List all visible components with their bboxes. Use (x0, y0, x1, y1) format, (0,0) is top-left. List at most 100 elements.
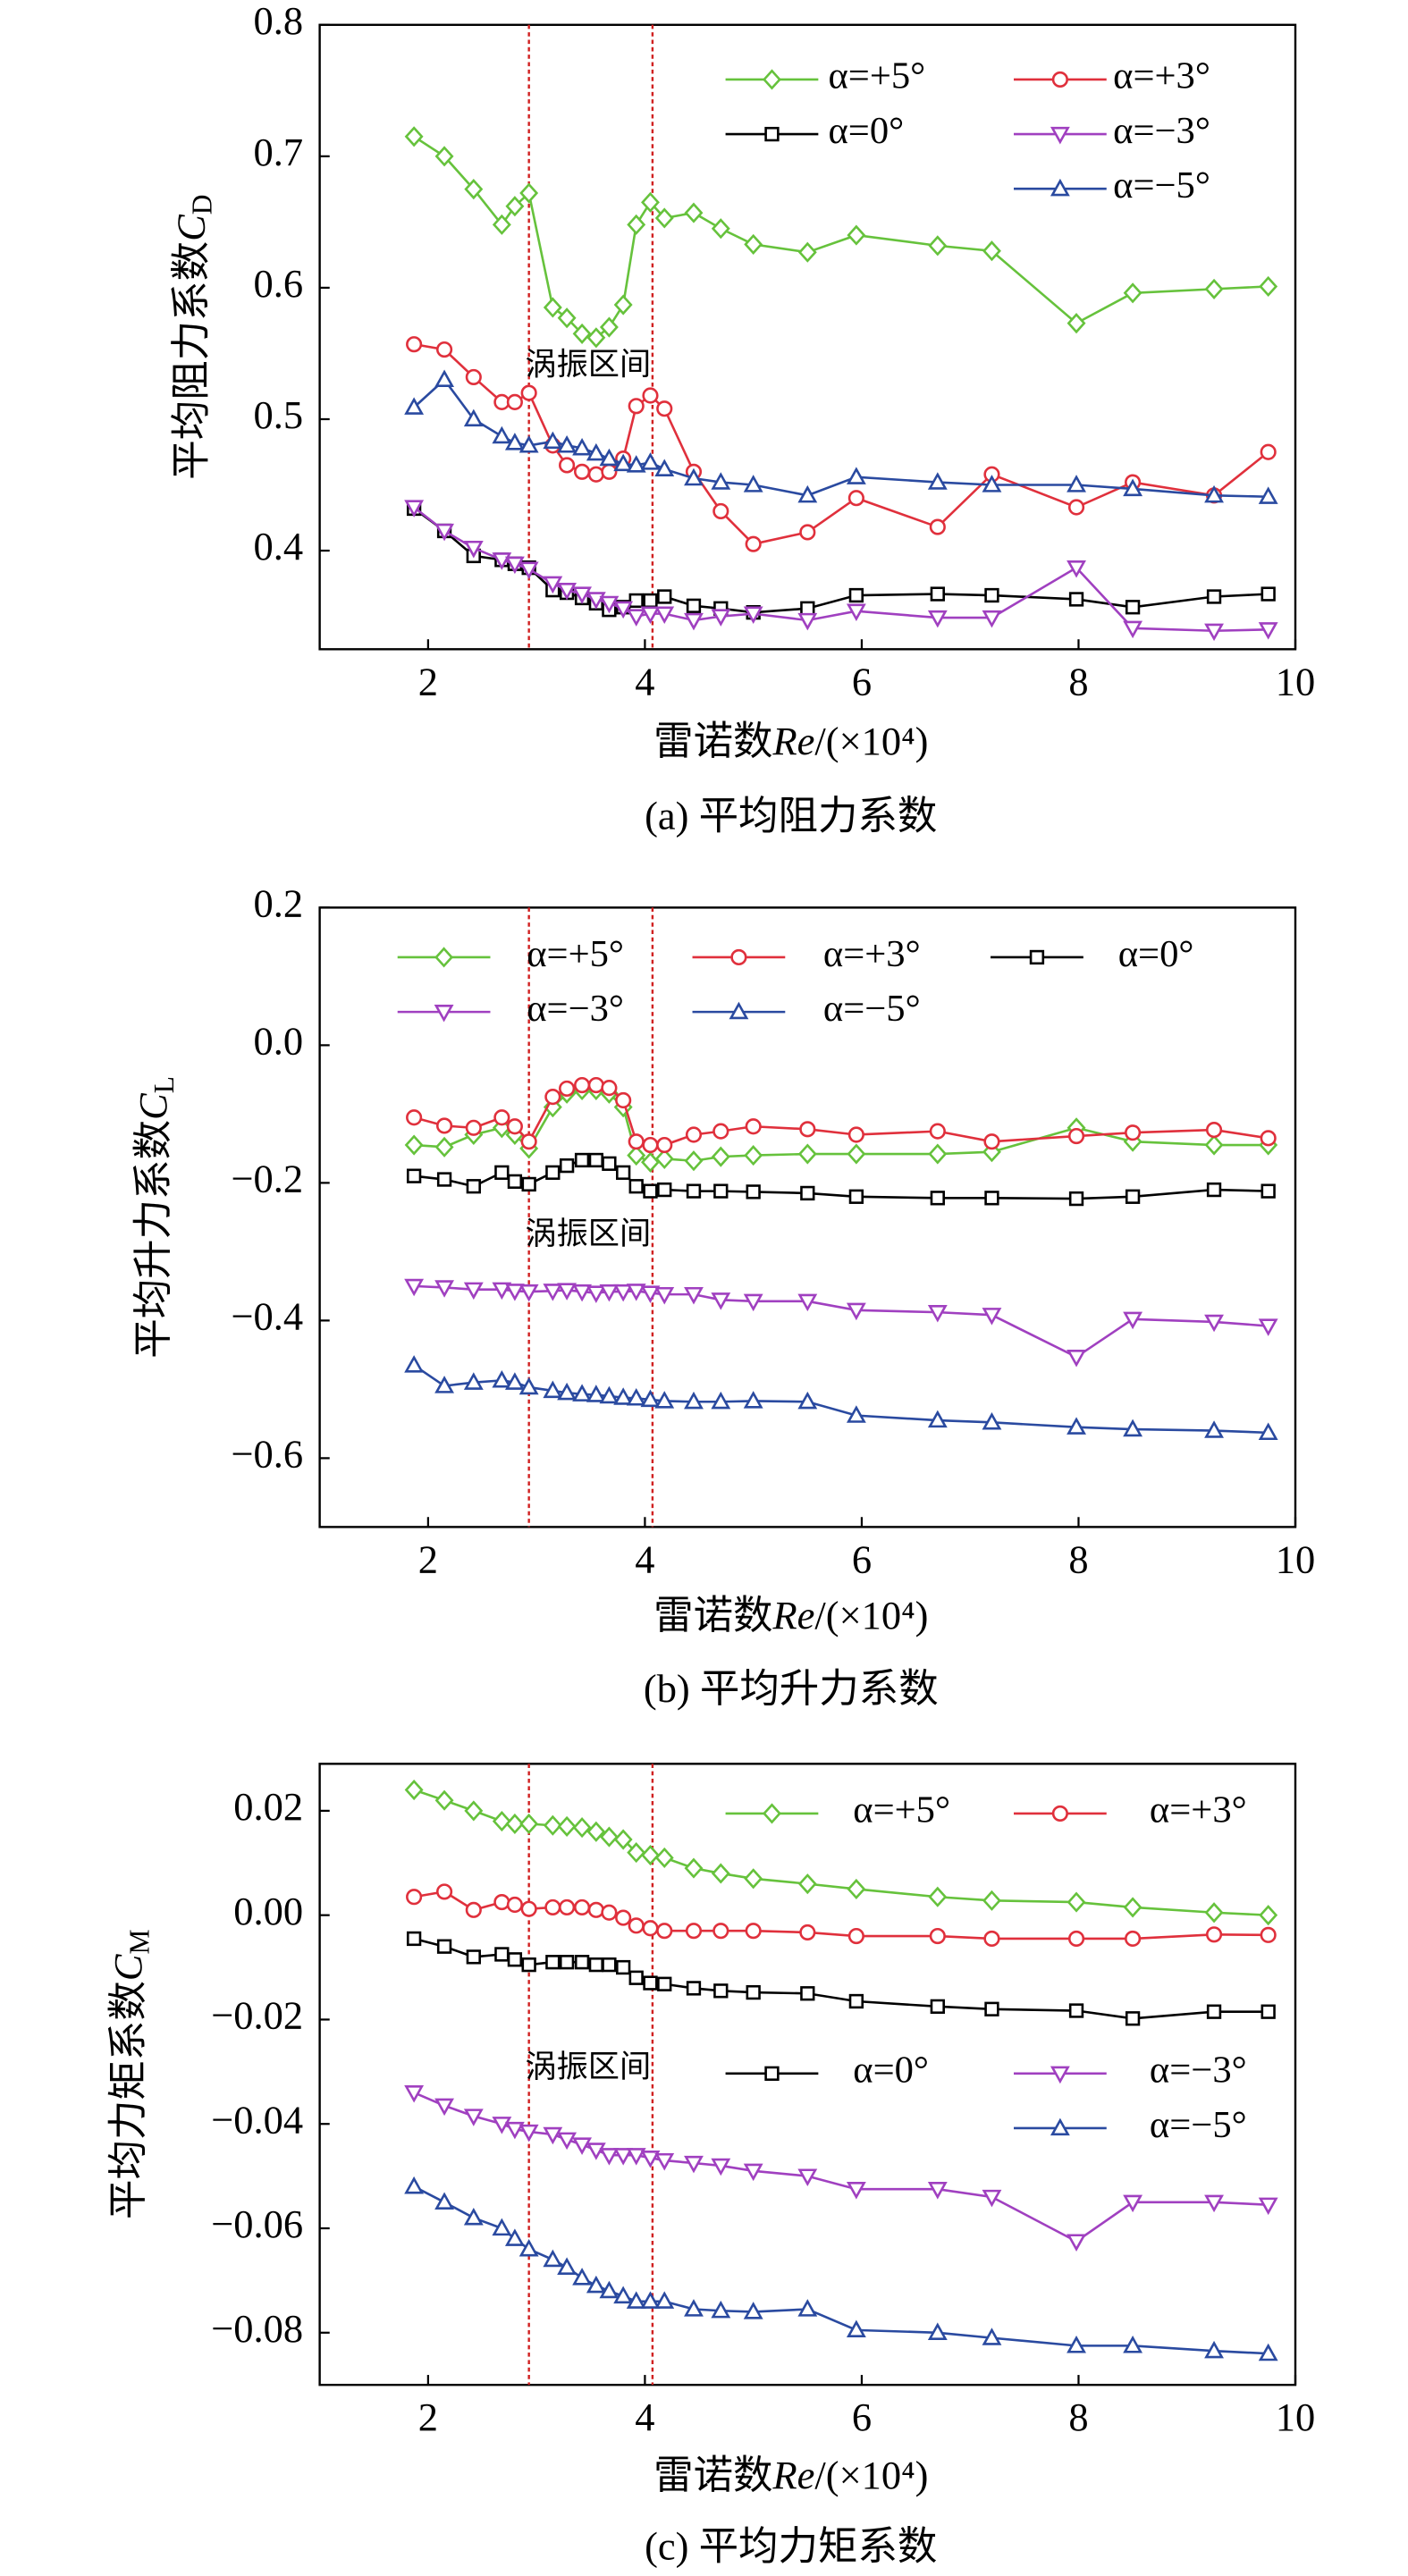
marker (494, 1947, 510, 1962)
marker (519, 2238, 539, 2257)
marker (557, 2257, 578, 2275)
marker (684, 1391, 704, 1410)
x-label-symbol: Re (772, 2453, 815, 2497)
marker (559, 457, 576, 474)
y-label-symbol: C (169, 214, 214, 241)
x-axis-label: 雷诺数Re/(×10⁴) (653, 1593, 928, 1637)
marker (1260, 1130, 1277, 1147)
marker (654, 2291, 675, 2309)
caption: (a) 平均阻力系数 (645, 793, 937, 838)
marker (1260, 2004, 1276, 2019)
marker (406, 1931, 422, 1947)
marker (626, 1284, 646, 1301)
marker (613, 2148, 634, 2166)
marker (506, 1118, 523, 1135)
marker (1123, 1418, 1143, 1437)
marker (797, 1873, 817, 1895)
marker (463, 540, 484, 559)
marker (764, 2066, 780, 2081)
marker (545, 1165, 561, 1180)
marker (519, 1813, 539, 1835)
marker (613, 2286, 634, 2304)
x-tick-label: 4 (635, 2395, 654, 2439)
marker (599, 2280, 620, 2299)
x-axis-label: 雷诺数Re/(×10⁴) (653, 719, 928, 763)
legend-label: α=−3° (527, 988, 624, 1030)
marker (434, 2192, 454, 2210)
marker (982, 1890, 1001, 1911)
marker (711, 2158, 731, 2176)
marker (928, 1886, 948, 1907)
marker (929, 1123, 946, 1140)
marker (654, 1847, 674, 1869)
marker (797, 2168, 818, 2186)
marker (799, 1924, 816, 1941)
marker (846, 1302, 866, 1321)
marker (927, 1410, 948, 1428)
marker (764, 126, 780, 142)
marker (847, 1143, 866, 1165)
series-line (413, 1890, 1269, 1940)
marker (1260, 1926, 1277, 1943)
x-label-unit: /(×10⁴) (814, 2453, 928, 2497)
marker (712, 1123, 729, 1140)
marker (930, 586, 945, 602)
marker (519, 2124, 539, 2142)
marker (640, 1285, 661, 1303)
marker (1067, 1127, 1085, 1145)
marker (1067, 499, 1085, 516)
series-line (413, 1083, 1269, 1147)
marker (434, 2098, 454, 2117)
marker (1204, 2340, 1224, 2359)
marker (492, 1810, 511, 1832)
marker (601, 1080, 618, 1097)
x-label-unit: /(×10⁴) (814, 719, 928, 763)
marker (684, 612, 704, 631)
marker (797, 1391, 818, 1410)
marker (713, 1983, 729, 1999)
marker (599, 316, 619, 338)
marker (684, 467, 704, 486)
marker (1125, 1189, 1141, 1204)
marker (599, 1284, 620, 1302)
marker (404, 1779, 424, 1801)
marker (686, 598, 702, 613)
marker (1259, 1905, 1278, 1926)
marker (544, 1089, 561, 1106)
marker (559, 1955, 575, 1970)
marker (641, 1844, 660, 1866)
marker (982, 2328, 1002, 2345)
marker (406, 1889, 423, 1906)
x-tick-label: 8 (1068, 1536, 1088, 1581)
x-label-text: 雷诺数 (653, 1593, 772, 1637)
marker (1125, 1930, 1142, 1948)
marker (434, 1280, 454, 1298)
marker (1125, 1124, 1142, 1141)
marker (1204, 1314, 1224, 1333)
marker (1067, 1930, 1085, 1948)
marker (586, 1821, 606, 1842)
marker (930, 1999, 945, 2015)
x-tick-label: 2 (418, 1536, 438, 1581)
series-line (414, 1089, 1269, 1164)
marker (744, 1145, 763, 1166)
marker (743, 1293, 763, 1312)
plot-frame (318, 1763, 1297, 2387)
marker (436, 1939, 452, 1954)
marker (929, 1927, 946, 1945)
y-tick-label: 0.6 (253, 261, 303, 306)
marker (927, 2322, 948, 2340)
marker (712, 502, 729, 520)
marker (846, 1405, 866, 1423)
marker (493, 1893, 510, 1911)
marker (1206, 589, 1222, 604)
series-line (413, 507, 1269, 614)
marker (763, 1803, 781, 1824)
marker (1204, 278, 1224, 299)
marker (435, 341, 453, 358)
marker (982, 1308, 1002, 1326)
marker (640, 2151, 661, 2168)
marker (573, 1898, 591, 1915)
marker (1067, 560, 1086, 578)
